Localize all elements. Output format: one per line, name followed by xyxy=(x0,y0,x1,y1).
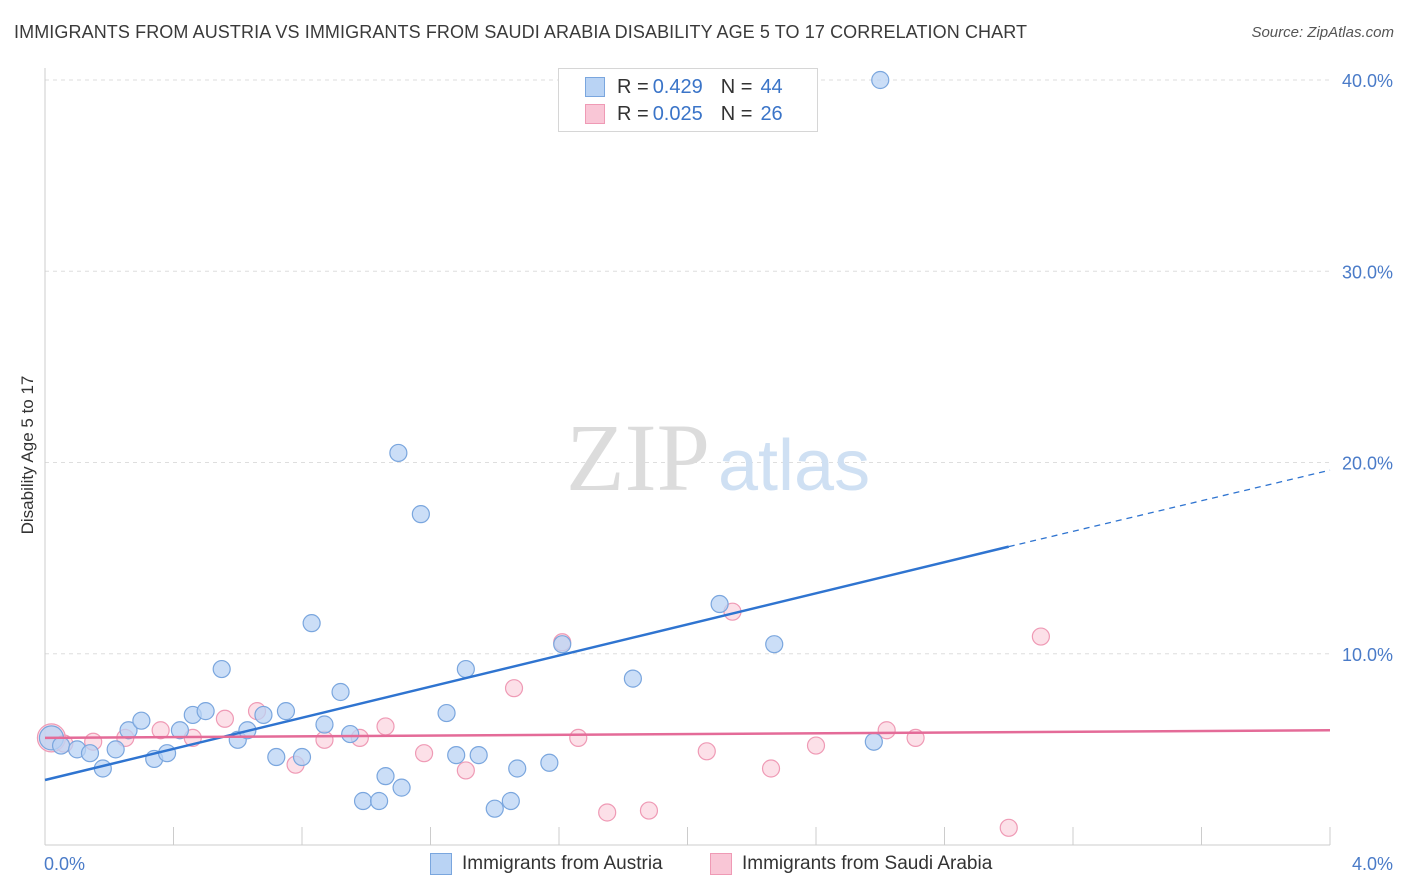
y-tick-label: 20.0% xyxy=(1342,454,1393,474)
saudi-legend-label: Immigrants from Saudi Arabia xyxy=(742,853,993,874)
austria-point xyxy=(119,721,138,740)
x-tick-label: 4.0% xyxy=(1352,854,1393,874)
saudi-point xyxy=(456,761,475,780)
austria-point xyxy=(106,740,125,759)
grid-layer xyxy=(45,79,1330,655)
austria-trend-line xyxy=(44,545,1010,782)
legend-row-austria: R = 0.429 N = 44 xyxy=(585,74,783,100)
axis-layer xyxy=(44,68,1331,846)
austria-point xyxy=(370,791,389,811)
source-label: Source: ZipAtlas.com xyxy=(1251,24,1394,41)
austria-point xyxy=(292,747,312,767)
austria-point xyxy=(376,767,395,786)
austria-point xyxy=(51,736,71,755)
austria-point xyxy=(170,721,190,740)
legend-n-value: 44 xyxy=(760,75,783,98)
austria-point xyxy=(254,705,273,725)
saudi-trend-line xyxy=(44,729,1331,740)
watermark-atlas: atlas xyxy=(718,426,870,506)
saudi-point xyxy=(414,744,434,763)
saudi-legend-swatch xyxy=(710,853,732,875)
saudi-point xyxy=(215,709,234,728)
saudi-point xyxy=(697,742,716,761)
austria-point xyxy=(392,778,411,797)
saudi-point xyxy=(151,721,170,740)
austria-point xyxy=(553,635,572,654)
saudi-point xyxy=(761,759,781,778)
saudi-point xyxy=(504,679,524,698)
austria-point xyxy=(508,759,527,778)
trend-lines xyxy=(44,469,1331,782)
saudi-point xyxy=(877,721,896,740)
tick-labels: 10.0% 20.0% 30.0% 40.0% 0.0% 4.0% xyxy=(44,71,1393,874)
y-axis-label: Disability Age 5 to 17 xyxy=(18,375,37,535)
austria-point xyxy=(710,594,729,614)
x-tick-label: 0.0% xyxy=(44,854,85,874)
austria-swatch xyxy=(585,77,605,97)
austria-point xyxy=(871,70,890,90)
austria-point xyxy=(276,702,296,721)
austria-legend-swatch xyxy=(430,853,452,875)
saudi-point xyxy=(376,717,395,736)
austria-point xyxy=(341,724,360,744)
saudi-point xyxy=(806,736,826,755)
austria-point xyxy=(540,753,559,772)
saudi-swatch xyxy=(585,104,605,124)
bottom-legend-austria: Immigrants from Austria xyxy=(430,852,663,876)
austria-point xyxy=(623,669,642,688)
austria-point xyxy=(469,746,488,765)
y-tick-label: 10.0% xyxy=(1342,645,1393,665)
saudi-point xyxy=(569,728,588,748)
chart-title: IMMIGRANTS FROM AUSTRIA VS IMMIGRANTS FR… xyxy=(14,22,1028,42)
austria-point xyxy=(765,635,784,654)
saudi-point xyxy=(315,730,334,749)
austria-point xyxy=(80,744,100,763)
austria-point xyxy=(302,614,321,633)
bottom-legend-saudi: Immigrants from Saudi Arabia xyxy=(710,852,992,876)
austria-point xyxy=(411,505,430,524)
austria-point xyxy=(315,715,334,734)
austria-point xyxy=(132,711,151,730)
austria-point xyxy=(331,682,350,702)
legend-n-label: N = xyxy=(720,102,753,125)
saudi-point xyxy=(598,803,617,822)
y-tick-label: 30.0% xyxy=(1342,262,1393,282)
austria-point xyxy=(456,659,475,679)
austria-point xyxy=(501,791,520,811)
legend-r-value: 0.025 xyxy=(652,102,703,125)
austria-point xyxy=(437,703,456,723)
saudi-point xyxy=(999,818,1018,837)
austria-trend-extension xyxy=(1008,469,1331,548)
austria-point xyxy=(196,702,215,721)
legend-n-value: 26 xyxy=(760,102,783,125)
austria-point xyxy=(353,791,373,811)
legend-r-label: R = xyxy=(617,102,649,125)
legend-r-value: 0.429 xyxy=(652,75,703,98)
austria-point xyxy=(864,732,883,751)
legend: R = 0.429 N = 44 R = 0.025 N = 26 xyxy=(558,68,818,132)
austria-point xyxy=(389,443,408,463)
legend-n-label: N = xyxy=(720,75,753,98)
austria-point xyxy=(485,799,504,818)
austria-point xyxy=(212,659,231,679)
austria-point xyxy=(267,747,286,767)
austria-point xyxy=(157,744,177,763)
austria-legend-label: Immigrants from Austria xyxy=(462,853,663,874)
y-tick-label: 40.0% xyxy=(1342,71,1393,91)
watermark-zip: ZIP xyxy=(566,404,710,511)
legend-r-label: R = xyxy=(617,75,649,98)
watermark: ZIP atlas xyxy=(566,404,870,511)
saudi-point xyxy=(1031,627,1050,646)
legend-row-saudi: R = 0.025 N = 26 xyxy=(585,101,783,127)
austria-point xyxy=(447,746,466,765)
saudi-point xyxy=(639,801,659,820)
